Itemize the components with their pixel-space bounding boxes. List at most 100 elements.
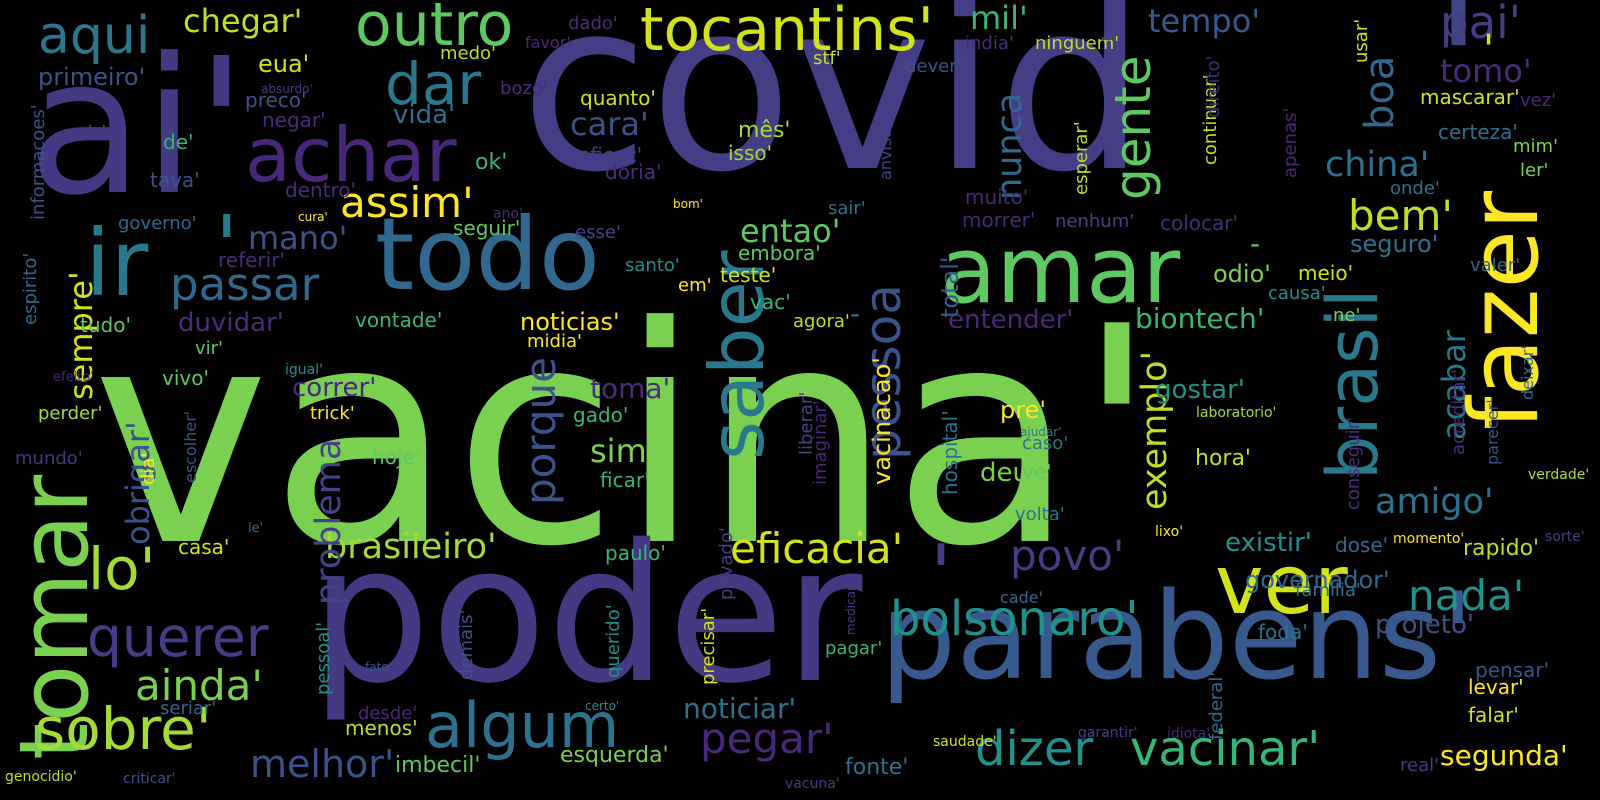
word-ai-2: ai' bbox=[28, 18, 248, 237]
word-outro-14: outro bbox=[355, 0, 514, 60]
word-menos-115: menos' bbox=[345, 716, 418, 740]
word-segunda-61: segunda' bbox=[1440, 739, 1568, 772]
word-nenhum-125: nenhum' bbox=[1055, 211, 1135, 232]
word-algum-28: algum bbox=[425, 689, 620, 762]
word-gente-23: gente bbox=[1104, 55, 1162, 200]
word-mark-8: ' bbox=[215, 198, 239, 297]
word-vacinacao-72: vacinacao' bbox=[868, 357, 896, 485]
word-usar-138: usar' bbox=[1351, 18, 1372, 63]
word-imaginar-174: imaginar' bbox=[810, 400, 831, 485]
word-dever-135: dever' bbox=[905, 56, 962, 77]
word-fato-200: fato' bbox=[365, 660, 392, 674]
word-ano-197: ano' bbox=[493, 206, 523, 222]
word-cade-156: cade' bbox=[1000, 588, 1043, 607]
word-criticar-183: criticar' bbox=[123, 771, 176, 787]
word-medo-132: medo' bbox=[440, 43, 496, 64]
word-sorte-190: sorte' bbox=[1545, 529, 1585, 545]
word-mil-32: mil' bbox=[970, 0, 1028, 37]
word-apenas-171: apenas' bbox=[1280, 107, 1301, 178]
word-pegar-46: pegar' bbox=[700, 714, 834, 763]
word-federal-164: federal' bbox=[1206, 671, 1227, 740]
word-ver-25: ver bbox=[1215, 538, 1348, 633]
word-esperar-168: esperar' bbox=[1071, 121, 1092, 195]
word-problema-52: problema bbox=[309, 438, 349, 605]
word-querer-29: querer bbox=[87, 605, 269, 669]
word-deus-71: deus' bbox=[980, 458, 1050, 488]
word-le-199: le' bbox=[248, 521, 264, 536]
word-porque-38: porque bbox=[516, 356, 565, 505]
word-levar-102: levar' bbox=[1468, 675, 1524, 699]
word-lo-26: lo' bbox=[88, 535, 156, 603]
word-nada-44: nada' bbox=[1408, 571, 1525, 620]
word-perder-148: perder' bbox=[38, 403, 103, 424]
word-ainda-47: ainda' bbox=[135, 661, 263, 710]
word-real-163: real' bbox=[1400, 755, 1440, 776]
word-gado-95: gado' bbox=[573, 403, 629, 427]
word-negar-107: negar' bbox=[262, 108, 326, 132]
word-genocidio-182: genocidio' bbox=[5, 769, 77, 785]
word-muito-123: muito' bbox=[965, 185, 1029, 209]
word-duvidar-67: duvidar' bbox=[178, 308, 284, 338]
word-valer-147: valer' bbox=[1470, 255, 1521, 276]
word-todo-12: todo bbox=[375, 196, 601, 313]
word-mundo-150: mundo' bbox=[15, 448, 83, 469]
word-projeto-65: projeto' bbox=[1375, 610, 1474, 640]
word-pai-33: pai' bbox=[1440, 0, 1522, 49]
word-biontech-62: biontech' bbox=[1135, 302, 1265, 335]
word-vontade-113: vontade' bbox=[355, 308, 443, 332]
word-absurdo-194: absurdo' bbox=[261, 82, 313, 96]
word-demais-160: demais' bbox=[456, 609, 477, 680]
word-bem-37: bem' bbox=[1348, 191, 1453, 240]
word-acreditar-178: acreditar' bbox=[1448, 369, 1469, 455]
word-onde-142: onde' bbox=[1390, 178, 1440, 199]
word-toma-59: toma' bbox=[590, 372, 671, 405]
word-fonte-79: fonte' bbox=[845, 755, 909, 780]
word-seguir-116: seguir' bbox=[453, 216, 521, 240]
word-verdade-191: verdade' bbox=[1528, 467, 1590, 483]
word-familia-157: familia' bbox=[1295, 580, 1361, 601]
word-ajudar-193: ajudar' bbox=[1020, 425, 1062, 439]
word-referir-129: referir' bbox=[218, 248, 285, 272]
word-favor-131: favor' bbox=[525, 33, 571, 52]
word-causa-146: causa' bbox=[1268, 283, 1326, 304]
word-melhor-48: melhor' bbox=[250, 742, 395, 786]
word-saudade-185: saudade' bbox=[933, 734, 997, 750]
word-bom-196: bom' bbox=[673, 197, 703, 211]
word-dado-130: dado' bbox=[568, 13, 618, 34]
word-bolsonaro-39: bolsonaro' bbox=[890, 591, 1139, 647]
word-hoje-114: hoje' bbox=[372, 445, 421, 469]
word-igual-154: igual' bbox=[285, 362, 323, 378]
word-preco-106: preco' bbox=[245, 88, 307, 112]
word-vac-93: vac' bbox=[750, 290, 791, 314]
word-desde-162: desde' bbox=[358, 703, 418, 724]
word-governador-66: governador' bbox=[1245, 566, 1390, 594]
word-falar-101: falar' bbox=[1468, 703, 1519, 727]
word-tomo-35: tomo' bbox=[1440, 52, 1532, 90]
word-volta-110: volta' bbox=[1015, 504, 1065, 525]
word-pensar-103: pensar' bbox=[1475, 658, 1550, 682]
word-caso-108: caso' bbox=[1022, 433, 1069, 454]
word-covid-1: covid bbox=[520, 0, 1147, 224]
word-embora-92: embora' bbox=[738, 241, 821, 265]
word-povo-43: povo' bbox=[1010, 531, 1125, 580]
word-garantir-186: garantir' bbox=[1078, 725, 1138, 741]
word-esquerda-78: esquerda' bbox=[560, 743, 669, 768]
word-achar-13: achar bbox=[245, 111, 457, 199]
word-gostar-63: gostar' bbox=[1155, 375, 1245, 405]
word-aqui-16: aqui bbox=[38, 6, 151, 66]
word-vacina-0: vacina' bbox=[92, 263, 1159, 612]
word-vacuna-184: vacuna' bbox=[785, 776, 840, 792]
word-poder-3: poder bbox=[310, 504, 863, 725]
word-deixar-180: deixar' bbox=[1518, 345, 1537, 400]
word-querido-159: querido' bbox=[603, 604, 624, 678]
word-rapido-76: rapido' bbox=[1463, 536, 1540, 561]
word-lixo-188: lixo' bbox=[1155, 524, 1184, 540]
word-pre-85: pre' bbox=[1000, 396, 1046, 424]
word-colocar-100: colocar' bbox=[1160, 211, 1238, 235]
word-ve-109: ve' bbox=[1022, 460, 1052, 484]
word-pagar-158: pagar' bbox=[825, 638, 883, 659]
word-mano-56: mano' bbox=[248, 219, 348, 257]
word-boa-22: boa bbox=[1357, 55, 1403, 130]
word-vivo-111: vivo' bbox=[162, 366, 209, 390]
word-certo-201: certo' bbox=[585, 699, 620, 713]
